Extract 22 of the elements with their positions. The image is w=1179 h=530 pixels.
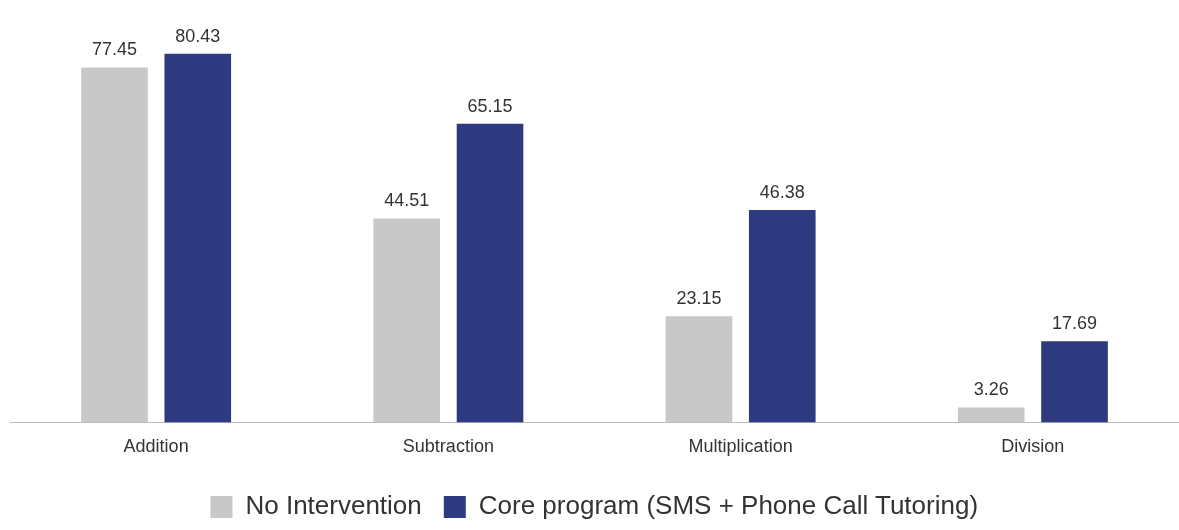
x-tick-label: Division [1001,436,1065,457]
bar [164,53,232,423]
bar [957,407,1025,423]
bar [456,123,524,423]
legend-label: No Intervention [245,490,422,521]
data-label: 44.51 [384,190,430,211]
bar [748,209,816,423]
data-label: 3.26 [973,379,1009,400]
bar [81,67,148,423]
bar [373,218,441,423]
legend-label: Core program (SMS + Phone Call Tutoring) [478,490,979,521]
x-tick-label: Addition [123,436,189,457]
x-tick-label: Multiplication [688,436,793,457]
data-label: 23.15 [676,288,722,309]
data-label: 46.38 [759,181,805,202]
data-label: 80.43 [175,25,221,46]
data-label: 77.45 [91,39,137,60]
data-label: 65.15 [467,95,513,116]
bar [665,316,733,423]
x-tick-label: Subtraction [402,436,494,457]
bar [1041,341,1108,423]
data-label: 17.69 [1052,313,1098,334]
